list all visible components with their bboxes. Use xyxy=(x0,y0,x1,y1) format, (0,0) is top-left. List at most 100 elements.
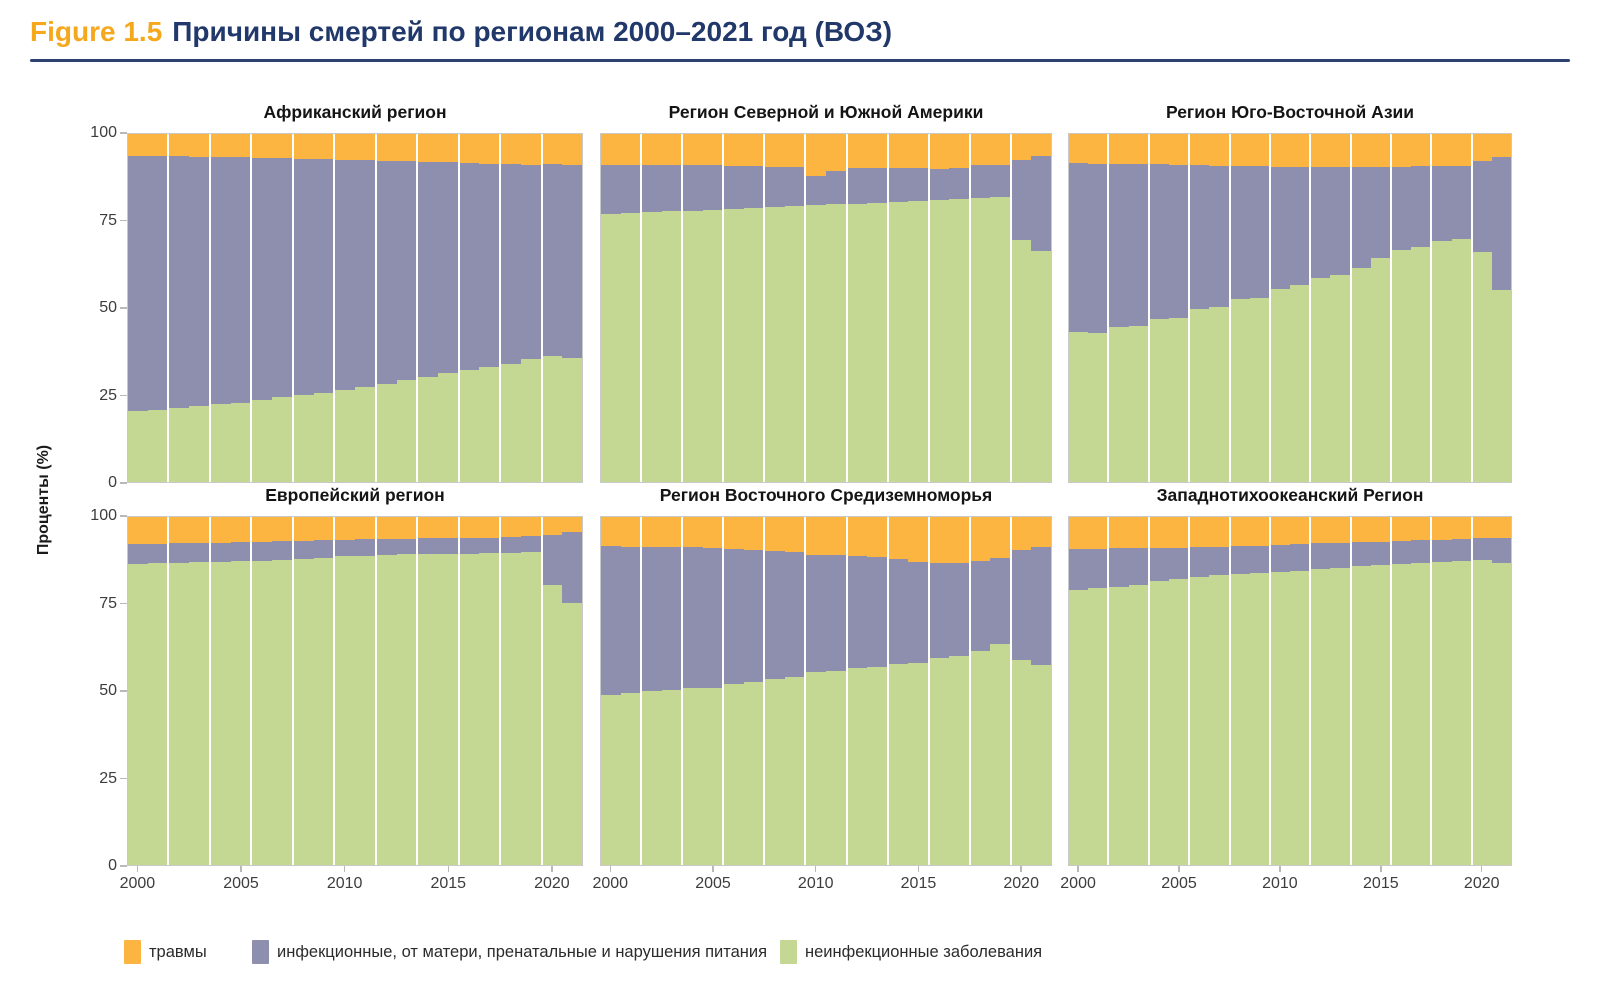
bar-year-2015 xyxy=(908,517,930,865)
bar-year-2019 xyxy=(520,134,543,482)
bar-year-2003 xyxy=(1128,517,1150,865)
infectious-segment xyxy=(1411,166,1431,248)
panel-title-6: Западнотихоокеанский Регион xyxy=(1156,485,1424,505)
infectious-segment xyxy=(272,158,292,398)
injuries-segment xyxy=(1088,517,1108,549)
infectious-segment xyxy=(888,559,909,664)
ncd-segment xyxy=(601,214,621,482)
y-tick-mark xyxy=(120,394,127,397)
ncd-segment xyxy=(908,200,928,482)
injuries-segment xyxy=(1392,134,1412,167)
ncd-segment xyxy=(293,394,314,482)
injuries-segment xyxy=(376,517,397,539)
x-tick-2020: 2020 xyxy=(534,875,570,892)
ncd-segment xyxy=(355,386,375,482)
injuries-segment xyxy=(990,517,1010,559)
bar-year-2002 xyxy=(1109,517,1129,865)
infectious-segment xyxy=(601,545,621,696)
x-tick-mark xyxy=(1077,866,1079,872)
ncd-segment xyxy=(1392,564,1412,865)
ncd-segment xyxy=(252,400,273,482)
injuries-segment xyxy=(1069,134,1089,163)
ncd-segment xyxy=(1491,562,1512,865)
infectious-segment xyxy=(1128,547,1148,585)
infectious-segment xyxy=(501,164,521,364)
infectious-segment xyxy=(230,157,251,403)
plot-area-3 xyxy=(1068,133,1512,483)
injuries-segment xyxy=(1149,134,1169,165)
injuries-segment xyxy=(1011,134,1032,161)
ncd-segment xyxy=(1451,561,1471,865)
injuries-segment xyxy=(620,134,641,166)
infectious-segment xyxy=(210,543,231,562)
injuries-segment xyxy=(438,134,458,163)
infectious-segment xyxy=(743,550,764,683)
bar-year-2021 xyxy=(562,517,583,865)
infectious-segment xyxy=(1491,156,1512,291)
ncd-segment xyxy=(293,559,314,865)
x-tick-mark xyxy=(447,866,450,872)
bar-year-2009 xyxy=(784,517,807,865)
injuries-segment xyxy=(888,134,909,169)
ncd-segment xyxy=(542,584,563,865)
ncd-segment xyxy=(642,212,662,482)
bar-year-2020 xyxy=(1011,517,1032,865)
bar-year-2009 xyxy=(1249,517,1271,865)
bar-year-2011 xyxy=(826,134,848,482)
x-tick-2010: 2010 xyxy=(326,875,363,892)
x-tick-mark xyxy=(1279,866,1281,872)
injuries-segment xyxy=(479,517,500,538)
injuries-segment xyxy=(189,517,209,544)
bar-year-2004 xyxy=(683,517,703,865)
bar-year-2005 xyxy=(702,134,725,482)
y-tick-0: 0 xyxy=(108,857,117,874)
injuries-segment xyxy=(252,517,273,542)
injuries-segment xyxy=(147,517,168,544)
bar-year-2005 xyxy=(230,134,253,482)
ncd-segment xyxy=(929,200,950,482)
ncd-segment xyxy=(1472,252,1492,482)
panel-title-3: Регион Юго-Восточной Азии xyxy=(1165,102,1415,122)
bar-year-2018 xyxy=(1432,134,1452,482)
ncd-segment xyxy=(990,644,1010,865)
infectious-segment xyxy=(724,549,744,685)
x-tick-2000: 2000 xyxy=(1060,875,1096,892)
infectious-segment xyxy=(929,562,950,658)
bar-year-2020 xyxy=(1011,134,1032,482)
infectious-segment xyxy=(355,160,375,387)
infectious-segment xyxy=(908,561,928,664)
ncd-segment xyxy=(169,562,190,865)
injuries-segment xyxy=(479,134,500,164)
ncd-segment xyxy=(1088,333,1108,482)
infectious-segment xyxy=(683,165,703,211)
injuries-segment xyxy=(1451,134,1471,167)
bar-year-2019 xyxy=(990,517,1012,865)
infectious-segment xyxy=(1209,546,1229,576)
bar-year-2000 xyxy=(1069,134,1089,482)
bar-year-2008 xyxy=(765,517,785,865)
bar-year-2021 xyxy=(1491,134,1512,482)
y-tick-mark xyxy=(120,602,127,605)
injuries-segment xyxy=(542,517,563,536)
x-tick-mark xyxy=(240,866,242,872)
infectious-segment xyxy=(501,537,521,553)
bar-year-2021 xyxy=(1031,517,1052,865)
infectious-segment xyxy=(1190,165,1210,309)
injuries-segment xyxy=(1168,134,1189,165)
bar-year-2001 xyxy=(147,517,170,865)
ncd-segment xyxy=(826,670,846,865)
bar-year-2004 xyxy=(1149,517,1169,865)
ncd-segment xyxy=(1149,581,1169,865)
infectious-segment xyxy=(970,561,991,651)
bar-year-2001 xyxy=(620,517,643,865)
injuries-segment xyxy=(396,134,417,162)
bar-year-2010 xyxy=(806,517,827,865)
bar-year-2011 xyxy=(355,517,377,865)
infectious-segment xyxy=(1451,539,1471,562)
bar-year-2019 xyxy=(1451,134,1473,482)
bar-year-2019 xyxy=(520,517,543,865)
bar-year-2002 xyxy=(169,134,190,482)
bar-year-2008 xyxy=(765,134,785,482)
infectious-segment xyxy=(438,162,458,374)
ncd-segment xyxy=(661,689,682,865)
